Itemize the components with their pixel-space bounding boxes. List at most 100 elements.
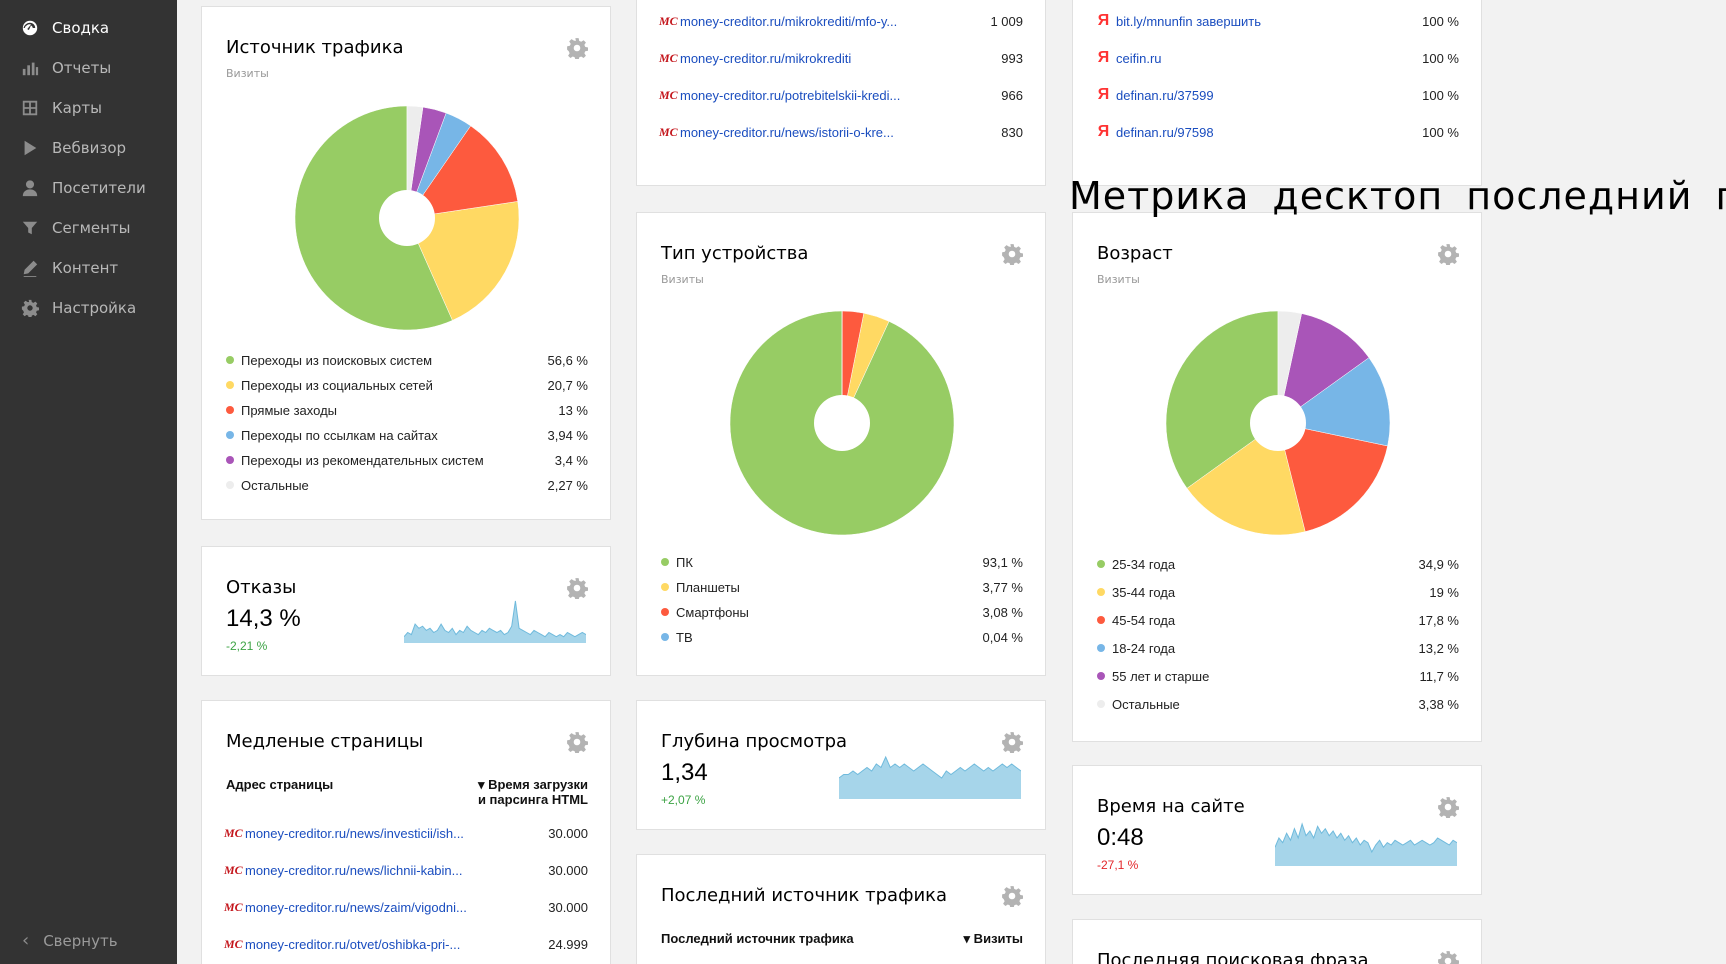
table-row: MC money-creditor.ru/otvet/oshibka-pri-..… <box>224 934 588 954</box>
sidebar-item-reports[interactable]: Отчеты <box>20 56 111 80</box>
page-link[interactable]: money-creditor.ru/news/istorii-o-kre... <box>680 124 894 140</box>
legend-dot <box>661 633 669 641</box>
column-header-visits[interactable]: ▾ Визиты <box>963 931 1023 946</box>
widget-title: Последний источник трафика <box>661 885 948 906</box>
legend-item[interactable]: Переходы из социальных сетей 20,7 % <box>226 376 588 394</box>
sparkline-area <box>1275 824 1457 866</box>
legend-item[interactable]: ТВ 0,04 % <box>661 628 1023 646</box>
pie-slice[interactable] <box>406 201 520 321</box>
bounces-sparkline[interactable] <box>404 599 586 643</box>
page-link[interactable]: money-creditor.ru/news/zaim/vigodni... <box>245 899 467 915</box>
widget-title: Возраст <box>1097 243 1173 264</box>
legend-item[interactable]: ПК 93,1 % <box>661 553 1023 571</box>
legend-item[interactable]: Переходы по ссылкам на сайтах 3,94 % <box>226 426 588 444</box>
widget-settings-gear-icon[interactable] <box>1437 796 1459 820</box>
legend-dot <box>1097 560 1105 568</box>
widget-settings-gear-icon[interactable] <box>566 577 588 601</box>
legend-value: 3,77 % <box>982 579 1023 595</box>
legend-dot <box>1097 644 1105 652</box>
pie-slice[interactable] <box>294 105 453 331</box>
device-type-pie-chart[interactable] <box>726 307 958 539</box>
page-link[interactable]: money-creditor.ru/potrebitelskii-kredi..… <box>680 87 901 103</box>
overlay-caption: Метрика десктоп последний год <box>1069 174 1726 218</box>
page-link[interactable]: money-creditor.ru/news/investicii/ish... <box>245 825 464 841</box>
legend-label: Остальные <box>241 477 309 493</box>
page-link[interactable]: money-creditor.ru/mikrokrediti <box>680 50 852 66</box>
sidebar-item-maps[interactable]: Карты <box>20 96 102 120</box>
legend-label: Остальные <box>1112 696 1180 712</box>
collapse-sidebar-button[interactable]: ‹ Свернуть <box>22 930 118 951</box>
legend-item[interactable]: Прямые заходы 13 % <box>226 401 588 419</box>
table-row: MC money-creditor.ru/potrebitelskii-kredi… <box>659 85 1023 105</box>
pie-slice[interactable] <box>406 105 424 219</box>
column-header-load-time[interactable]: ▾ Время загрузки и парсинга HTML <box>478 777 588 807</box>
legend-value: 17,8 % <box>1418 612 1459 628</box>
sidebar-item-visitors[interactable]: Посетители <box>20 176 146 200</box>
map-icon <box>20 98 40 118</box>
widget-settings-gear-icon[interactable] <box>1001 731 1023 755</box>
traffic-source-legend: Переходы из поисковых систем 56,6 % Перехо… <box>226 351 588 493</box>
sidebar-item-webvisor[interactable]: Вебвизор <box>20 136 126 160</box>
widget-settings-gear-icon[interactable] <box>1437 243 1459 267</box>
sparkline-area <box>404 601 586 643</box>
pie-slice[interactable] <box>1277 357 1391 447</box>
legend-item[interactable]: Остальные 3,38 % <box>1097 695 1459 713</box>
legend-item[interactable]: Переходы из рекомендательных систем 3,4 % <box>226 451 588 469</box>
page-link[interactable]: definan.ru/37599 <box>1116 87 1214 103</box>
device-type-legend: ПК 93,1 % Планшеты 3,77 % Смартфоны 3,08 % ТВ 0… <box>661 553 1023 663</box>
bounce-rate-delta: -2,21 % <box>226 639 268 653</box>
sidebar-item-label: Контент <box>52 259 119 277</box>
legend-item[interactable]: Смартфоны 3,08 % <box>661 603 1023 621</box>
legend-dot <box>1097 672 1105 680</box>
gear-icon <box>20 298 40 318</box>
sidebar-item-content[interactable]: Контент <box>20 256 118 280</box>
legend-value: 3,08 % <box>982 604 1023 620</box>
widget-bounces: Отказы 14,3 % -2,21 % <box>201 546 611 676</box>
legend-item[interactable]: 18-24 года 13,2 % <box>1097 639 1459 657</box>
widget-settings-gear-icon[interactable] <box>1001 243 1023 267</box>
age-pie-chart[interactable] <box>1162 307 1394 539</box>
page-link[interactable]: money-creditor.ru/mikrokrediti/mfo-y... <box>680 13 898 29</box>
page-link[interactable]: definan.ru/97598 <box>1116 124 1214 140</box>
legend-value: 0,04 % <box>982 629 1023 645</box>
sidebar-item-summary[interactable]: Сводка <box>20 16 109 40</box>
widget-settings-gear-icon[interactable] <box>566 731 588 755</box>
bounce-rate-value: 14,3 % <box>226 605 301 632</box>
legend-item[interactable]: Остальные 2,27 % <box>226 476 588 494</box>
depth-sparkline[interactable] <box>839 755 1021 799</box>
time-on-site-sparkline[interactable] <box>1275 822 1457 866</box>
widget-settings-gear-icon[interactable] <box>1001 885 1023 909</box>
legend-value: 3,94 % <box>547 427 588 443</box>
legend-item[interactable]: Переходы из поисковых систем 56,6 % <box>226 351 588 369</box>
legend-item[interactable]: 45-54 года 17,8 % <box>1097 611 1459 629</box>
traffic-source-pie-chart[interactable] <box>291 102 523 334</box>
chevron-left-icon: ‹ <box>22 930 30 951</box>
pie-slice[interactable] <box>1277 422 1388 532</box>
widget-settings-gear-icon[interactable] <box>1437 950 1459 964</box>
legend-label: 25-34 года <box>1112 556 1176 572</box>
pie-slice[interactable] <box>1277 313 1370 424</box>
sidebar-item-settings[interactable]: Настройка <box>20 296 136 320</box>
legend-item[interactable]: 35-44 года 19 % <box>1097 583 1459 601</box>
pie-slice[interactable] <box>406 125 519 219</box>
pie-slice[interactable] <box>1165 310 1279 489</box>
legend-label: Планшеты <box>676 579 740 595</box>
legend-item[interactable]: 55 лет и старше 11,7 % <box>1097 667 1459 685</box>
page-link[interactable]: money-creditor.ru/news/lichnii-kabin... <box>245 862 463 878</box>
sidebar-item-segments[interactable]: Сегменты <box>20 216 131 240</box>
page-link[interactable]: bit.ly/mnunfin завершить <box>1116 13 1262 29</box>
last-source-table-header: Последний источник трафика ▾ Визиты <box>661 931 1023 949</box>
pie-slice[interactable] <box>1277 310 1302 424</box>
widget-settings-gear-icon[interactable] <box>566 37 588 61</box>
page-link[interactable]: ceifin.ru <box>1116 50 1162 66</box>
page-link[interactable]: money-creditor.ru/otvet/oshibka-pri-... <box>245 936 461 952</box>
legend-value: 13,2 % <box>1418 640 1459 656</box>
pie-slice[interactable] <box>1186 422 1306 536</box>
legend-item[interactable]: 25-34 года 34,9 % <box>1097 555 1459 573</box>
widget-title: Тип устройства <box>661 243 809 264</box>
legend-item[interactable]: Планшеты 3,77 % <box>661 578 1023 596</box>
legend-label: Переходы из социальных сетей <box>241 377 433 393</box>
legend-label: ПК <box>676 554 693 570</box>
